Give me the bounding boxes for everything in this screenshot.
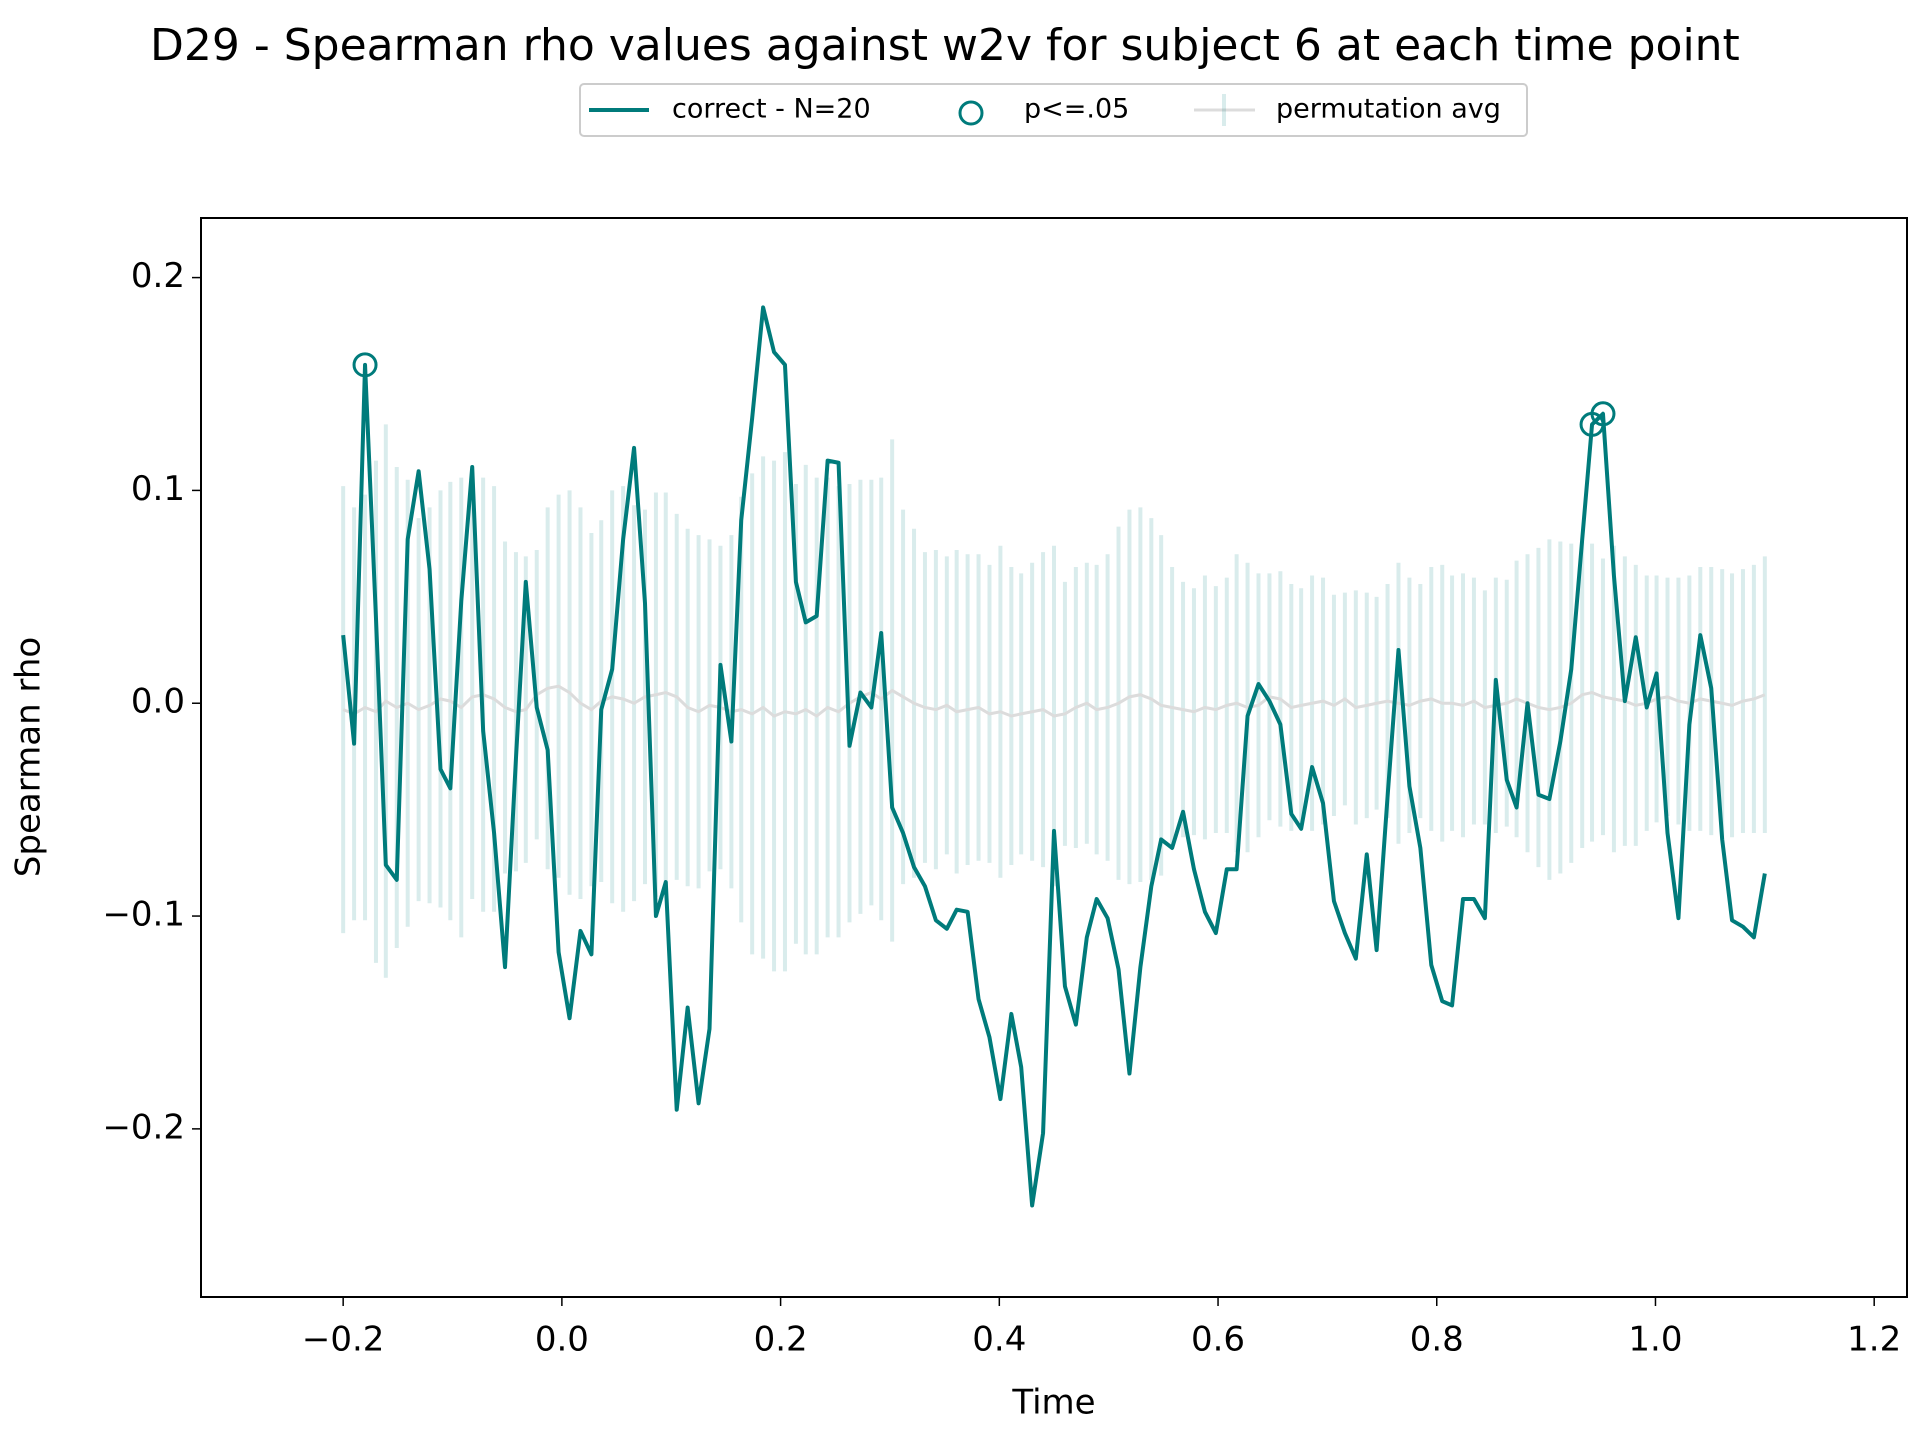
legend-label: p<=.05 — [1024, 94, 1129, 125]
x-tick-label: 0.0 — [535, 1320, 589, 1360]
x-axis-label: Time — [1011, 1383, 1095, 1423]
chart-title: D29 - Spearman rho values against w2v fo… — [150, 20, 1740, 71]
significant-marker — [1590, 401, 1616, 427]
y-tick-label: −0.1 — [102, 895, 185, 935]
y-tick-label: 0.1 — [131, 469, 185, 509]
y-tick-label: 0.2 — [131, 256, 185, 296]
y-tick-label: 0.0 — [131, 682, 185, 722]
plot-area — [341, 305, 1767, 1208]
significant-marker — [352, 352, 378, 378]
plot-frame — [200, 217, 1908, 1298]
x-tick-label: 0.8 — [1410, 1320, 1464, 1360]
x-tick-label: 0.6 — [1191, 1320, 1245, 1360]
legend: correct - N=20 p<=.05 permutation avg — [579, 83, 1528, 137]
x-tick-label: −0.2 — [302, 1320, 385, 1360]
legend-frame — [579, 83, 1528, 137]
x-tick-label: 1.2 — [1847, 1320, 1901, 1360]
x-tick-label: 0.2 — [754, 1320, 808, 1360]
correct-line — [341, 305, 1767, 1208]
legend-label: correct - N=20 — [672, 94, 871, 125]
y-tick-label: −0.2 — [102, 1107, 185, 1147]
legend-swatch — [958, 100, 984, 126]
y-axis-label: Spearman rho — [9, 637, 49, 877]
legend-label: permutation avg — [1276, 94, 1501, 125]
x-tick-label: 1.0 — [1628, 1320, 1682, 1360]
x-tick-label: 0.4 — [972, 1320, 1026, 1360]
